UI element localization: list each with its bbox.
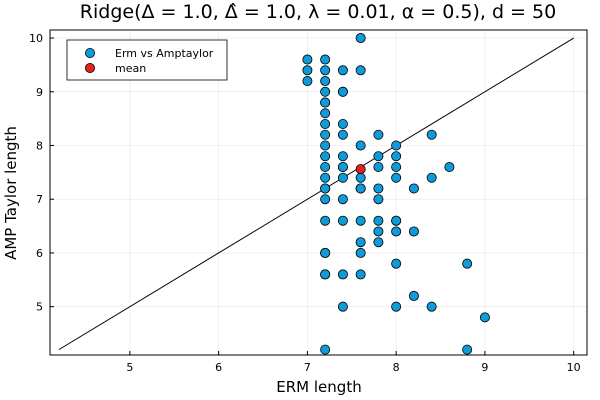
x-tick-label: 7 (304, 361, 311, 374)
data-point (355, 65, 366, 76)
data-point (355, 172, 366, 183)
data-point (320, 140, 331, 151)
data-point (373, 215, 384, 226)
legend: Erm vs Amptaylor mean (66, 39, 228, 81)
data-point (391, 172, 402, 183)
x-tick-label: 10 (567, 361, 581, 374)
data-point (337, 215, 348, 226)
data-point (302, 76, 313, 87)
data-point (426, 301, 437, 312)
data-point (320, 215, 331, 226)
y-tick-label: 8 (36, 139, 43, 152)
data-point (355, 237, 366, 248)
data-point (337, 129, 348, 140)
reference-diagonal-line (58, 37, 574, 351)
x-tick-label: 9 (481, 361, 488, 374)
data-point (391, 258, 402, 269)
data-point (320, 97, 331, 108)
data-point (355, 33, 366, 44)
data-point (320, 151, 331, 162)
mean-point (355, 164, 366, 175)
data-point (337, 172, 348, 183)
data-point (320, 54, 331, 65)
data-point (408, 183, 419, 194)
data-point (337, 301, 348, 312)
data-point (355, 215, 366, 226)
legend-marker-series-1 (85, 63, 96, 74)
y-tick-label: 5 (36, 301, 43, 314)
x-tick-label: 6 (215, 361, 222, 374)
legend-marker-series-0 (85, 48, 96, 59)
data-point (462, 344, 473, 355)
data-point (320, 161, 331, 172)
x-axis-label: ERM length (276, 378, 361, 396)
y-tick-label: 6 (36, 247, 43, 260)
data-point (373, 129, 384, 140)
data-point (320, 172, 331, 183)
y-tick-label: 10 (29, 32, 43, 45)
data-point (337, 151, 348, 162)
data-point (391, 151, 402, 162)
data-point (373, 161, 384, 172)
data-point (320, 119, 331, 130)
data-point (355, 269, 366, 280)
chart-title: Ridge(Δ = 1.0, Δ̂ = 1.0, λ = 0.01, α = 0… (80, 1, 556, 23)
data-point (355, 140, 366, 151)
data-point (320, 129, 331, 140)
data-point (408, 290, 419, 301)
data-point (373, 183, 384, 194)
data-point (320, 194, 331, 205)
data-point (320, 344, 331, 355)
data-point (302, 54, 313, 65)
data-point (302, 65, 313, 76)
data-point (337, 194, 348, 205)
data-point (391, 301, 402, 312)
legend-box (66, 39, 228, 81)
data-point (426, 172, 437, 183)
data-point (337, 119, 348, 130)
plot-frame (49, 29, 588, 356)
data-point (337, 269, 348, 280)
data-point (373, 237, 384, 248)
data-point (320, 108, 331, 119)
data-points (302, 33, 490, 355)
data-point (320, 76, 331, 87)
y-axis-label: AMP Taylor length (2, 126, 20, 260)
data-point (320, 183, 331, 194)
data-point (391, 140, 402, 151)
data-point (320, 65, 331, 76)
data-point (391, 215, 402, 226)
legend-label-series-0: Erm vs Amptaylor (115, 47, 214, 60)
data-point (337, 161, 348, 172)
data-point (391, 161, 402, 172)
data-point (337, 86, 348, 97)
data-point (462, 258, 473, 269)
y-tick-label: 7 (36, 193, 43, 206)
data-point (373, 194, 384, 205)
data-point (408, 226, 419, 237)
data-point (373, 151, 384, 162)
data-point (355, 183, 366, 194)
data-point (320, 86, 331, 97)
x-tick-label: 5 (126, 361, 133, 374)
data-point (479, 312, 490, 323)
data-point (426, 129, 437, 140)
data-point (355, 247, 366, 258)
data-point (373, 226, 384, 237)
data-point (391, 226, 402, 237)
x-tick-label: 8 (393, 361, 400, 374)
data-point (337, 65, 348, 76)
data-point (320, 269, 331, 280)
data-point (444, 161, 455, 172)
data-point (320, 247, 331, 258)
axis-ticks: 5 6 7 8 9 10 5 6 7 8 9 10 (29, 32, 581, 374)
y-tick-label: 9 (36, 86, 43, 99)
legend-label-series-1: mean (115, 62, 146, 75)
